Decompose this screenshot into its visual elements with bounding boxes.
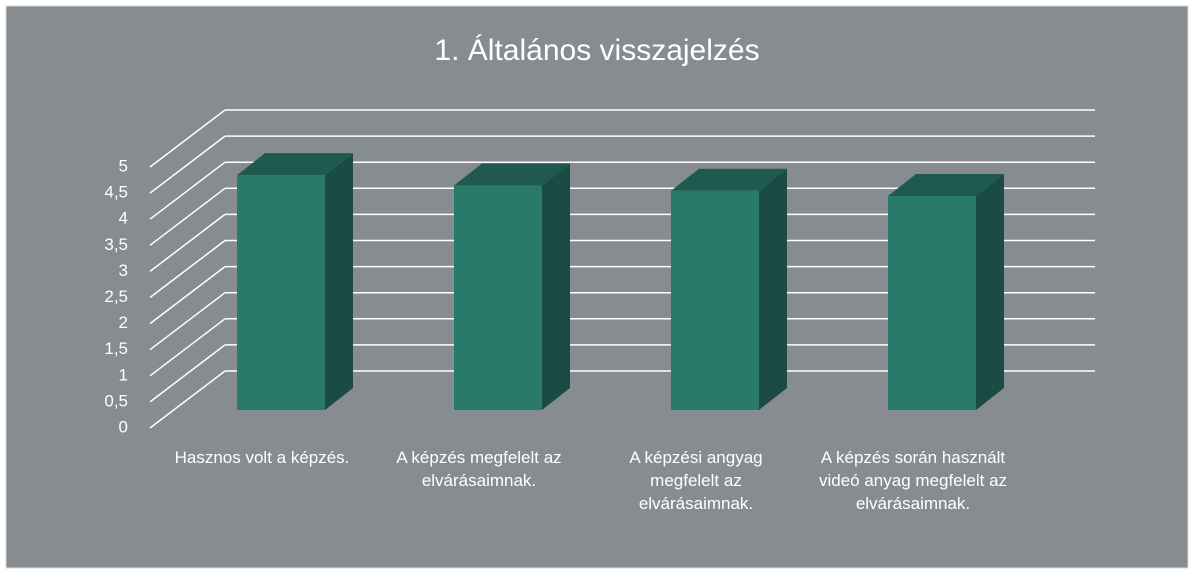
y-tick-label: 3,5 <box>104 235 128 254</box>
bar-side <box>759 168 787 410</box>
grid-line <box>149 213 226 272</box>
y-tick-label: 1,5 <box>104 339 128 358</box>
y-tick-label: 2,5 <box>104 287 128 306</box>
y-tick-label: 2 <box>119 313 128 332</box>
bar-top <box>454 163 570 186</box>
x-tick-label: A képzés során használt videó anyag megf… <box>818 448 1008 513</box>
chart-background <box>5 5 1189 569</box>
x-tick-label: A képzési angyag megfelelt az elvárásaim… <box>629 448 763 513</box>
bar-top <box>237 153 353 176</box>
y-tick-label: 4 <box>119 209 128 228</box>
y-tick-label: 3 <box>119 261 128 280</box>
chart-title: 1. Általános visszajelzés <box>434 34 759 67</box>
grid-line <box>149 266 226 325</box>
bar-top <box>671 168 787 191</box>
bar <box>671 190 759 410</box>
y-tick-label: 4,5 <box>104 183 128 202</box>
bar <box>888 195 976 410</box>
grid-line <box>149 370 226 429</box>
grid-line <box>149 187 226 246</box>
x-tick-label: Hasznos volt a képzés. <box>174 448 350 467</box>
bar <box>237 175 325 410</box>
grid-line <box>149 318 226 377</box>
y-tick-label: 0,5 <box>104 391 128 410</box>
bar-side <box>542 163 570 410</box>
grid-line <box>149 135 226 194</box>
grid-line <box>149 161 226 220</box>
bar-top <box>888 173 1004 196</box>
bar-side <box>976 173 1004 410</box>
x-tick-label: A képzés megfelelt az elvárásaimnak. <box>396 448 562 490</box>
grid-line <box>149 292 226 351</box>
bar <box>454 185 542 410</box>
y-tick-label: 5 <box>119 156 128 175</box>
grid-line <box>149 109 226 168</box>
grid-line <box>149 344 226 403</box>
bar-side <box>325 153 353 410</box>
y-tick-label: 0 <box>119 417 128 436</box>
y-tick-label: 1 <box>119 365 128 384</box>
grid-line <box>149 239 226 299</box>
